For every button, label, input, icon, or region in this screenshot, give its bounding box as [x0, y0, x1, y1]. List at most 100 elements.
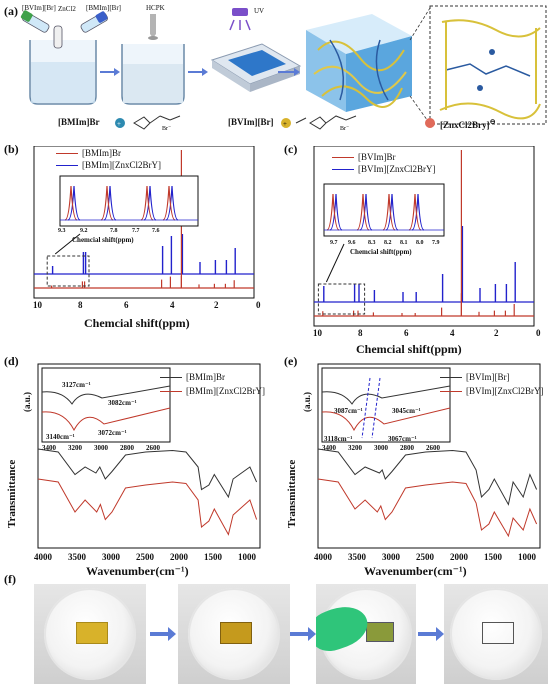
inset-peak-blue [67, 185, 81, 221]
panel-e-label: (e) [284, 354, 298, 368]
test-tubes [20, 10, 108, 49]
ftir-chart-d [37, 363, 261, 549]
b-xtick-3: 4 [170, 300, 175, 310]
ftir-series-0 [317, 448, 538, 506]
arrow-2 [188, 68, 208, 76]
panel-f-label: (f) [4, 572, 16, 586]
c-xtick-4: 2 [494, 328, 499, 338]
ftir-series-0 [37, 448, 258, 499]
arrow-f-2 [290, 627, 316, 641]
e-xtick-0: 4000 [314, 552, 332, 562]
c-inset-tick-0: 9.7 [330, 240, 338, 246]
c-inset-xlabel: Chemcial shift(ppm) [350, 248, 412, 256]
inset-frame [321, 367, 451, 443]
svg-text:Br⁻: Br⁻ [162, 126, 171, 132]
inset-guide-2 [371, 377, 381, 439]
beaker-2 [121, 14, 185, 105]
hydrogel-3 [366, 622, 394, 642]
inset-peak-blue [329, 193, 343, 231]
d-inset-tick-4: 2600 [146, 444, 160, 452]
plot-frame [33, 146, 255, 299]
inset-series-black [321, 385, 451, 405]
reagent-zncl2: ZnCl2 [58, 5, 76, 13]
legend-b-0: [BMIm]Br [56, 148, 121, 158]
inset-series-black [41, 385, 171, 405]
inset-series-red [41, 407, 171, 432]
plot-frame [317, 363, 541, 549]
c-inset-tick-1: 9.6 [348, 240, 356, 246]
panel-b-label: (b) [4, 142, 19, 156]
d-xtick-5: 1500 [204, 552, 222, 562]
inset-peak-blue [385, 193, 399, 231]
e-ann-3: 3067cm⁻¹ [388, 435, 417, 443]
b-inset-tick-1: 9.2 [80, 228, 88, 234]
d-inset-tick-1: 3200 [68, 444, 82, 452]
inset-frame [323, 183, 445, 237]
inset-peak-red [162, 185, 176, 221]
panel-a-label: (a) [4, 4, 18, 18]
photo-3 [316, 584, 416, 684]
e-xtick-6: 1000 [518, 552, 536, 562]
b-xlabel: Chemcial shift(ppm) [84, 316, 190, 330]
e-ann-2: 3118cm⁻¹ [324, 435, 353, 443]
e-inset-tick-4: 2600 [426, 444, 440, 452]
svg-text:+: + [117, 120, 121, 128]
inset-series-red [321, 407, 451, 432]
inset-peak-blue [359, 193, 373, 231]
b-inset-tick-4: 7.6 [152, 228, 160, 234]
inset-frame [59, 175, 199, 227]
c-inset-tick-4: 8.1 [400, 240, 408, 246]
inset-frame [41, 367, 171, 443]
d-xtick-6: 1000 [238, 552, 256, 562]
ftir-series-1 [37, 478, 258, 536]
e-ann-1: 3045cm⁻¹ [392, 407, 421, 415]
e-inset-tick-0: 3400 [322, 444, 336, 452]
inset-peak-red [140, 185, 154, 221]
legend-c-0: [BVIm]Br [332, 152, 396, 162]
inset-peak-blue [411, 193, 425, 231]
d-ylabel: Transmittance [6, 459, 18, 528]
b-inset-xlabel: Chemcial shift(ppm) [72, 236, 134, 244]
c-inset-tick-6: 7.9 [432, 240, 440, 246]
panel-a-scheme: + Br⁻ + Br⁻ [20, 5, 547, 132]
panel-c-label: (c) [284, 142, 298, 156]
e-xtick-5: 1500 [484, 552, 502, 562]
legend-bvim-br: [BVIm][Br] [228, 117, 274, 127]
reagent-hcpk: HCPK [146, 4, 165, 12]
c-xtick-0: 10 [313, 328, 322, 338]
legend-zn-complex: [ZnxCl2Bry]⊖ [440, 117, 496, 130]
photo-4 [444, 584, 548, 684]
nmr-chart-b [33, 146, 255, 299]
svg-text:Br⁻: Br⁻ [340, 126, 349, 132]
d-yunit: (a.u.) [22, 392, 32, 412]
uv-mold [210, 8, 302, 92]
e-inset-tick-3: 2800 [400, 444, 414, 452]
legend-d-1: [BMIm][ZnxCl2BrY] [160, 386, 265, 396]
c-xtick-2: 6 [404, 328, 409, 338]
legend-c-1: [BVIm][ZnxCl2BrY] [332, 164, 436, 174]
e-inset-tick-2: 3000 [374, 444, 388, 452]
arrow-f-1 [150, 627, 176, 641]
e-ylabel: Transmittance [286, 459, 298, 528]
legend-icons: + Br⁻ + Br⁻ [115, 115, 435, 132]
inset-peak-red [100, 185, 114, 221]
d-inset-tick-2: 3000 [94, 444, 108, 452]
b-xtick-2: 6 [124, 300, 129, 310]
arrow-3 [278, 68, 300, 76]
reagent-bmim: [BMIm][Br] [86, 4, 121, 12]
legend-e-0: [BVIm][Br] [440, 372, 510, 382]
inset-guide-1 [361, 377, 371, 439]
c-xtick-1: 8 [358, 328, 363, 338]
inset-peak-red [382, 193, 396, 231]
e-xtick-4: 2000 [450, 552, 468, 562]
zoom-arrow [54, 233, 81, 255]
d-xtick-0: 4000 [34, 552, 52, 562]
panel-d-label: (d) [4, 354, 19, 368]
inset-peak-blue [143, 185, 157, 221]
inset-peak-red [408, 193, 422, 231]
reagent-bvim: [BVIm][Br] [22, 4, 56, 12]
d-inset-tick-3: 2800 [120, 444, 134, 452]
b-xtick-4: 2 [214, 300, 219, 310]
hydrogel-2 [220, 622, 252, 644]
e-xtick-1: 3500 [348, 552, 366, 562]
